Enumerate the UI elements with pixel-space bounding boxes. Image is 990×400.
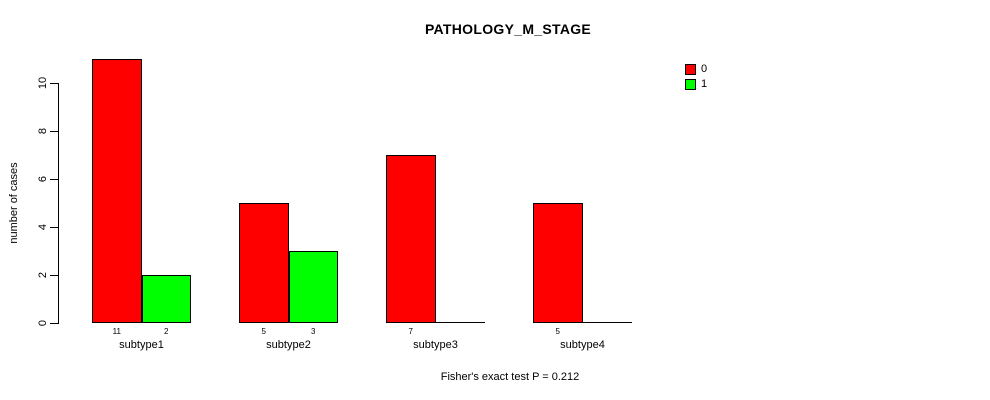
bar-count-label: 5 (555, 327, 560, 336)
legend-entry-0: 0 (685, 63, 707, 75)
y-tick (50, 227, 58, 228)
category-label-subtype3: subtype3 (413, 339, 458, 351)
bar-subtype2-series1 (288, 251, 338, 323)
y-axis-line (58, 83, 59, 324)
legend-label-0: 0 (701, 63, 708, 75)
stats-annotation: Fisher's exact test P = 0.212 (440, 371, 580, 383)
y-tick-label: 10 (37, 76, 49, 90)
legend: 0 1 (685, 63, 707, 93)
y-tick-label: 0 (37, 319, 49, 327)
legend-entry-1: 1 (685, 78, 707, 90)
bar-subtype1-series1 (141, 275, 191, 323)
category-label-subtype2: subtype2 (266, 339, 311, 351)
bar-count-label: 7 (408, 327, 413, 336)
zero-bar-line (582, 322, 632, 323)
y-tick-label: 6 (37, 175, 49, 183)
y-tick (50, 83, 58, 84)
bar-count-label: 11 (112, 327, 121, 336)
bar-count-label: 3 (311, 327, 316, 336)
category-label-subtype4: subtype4 (560, 339, 605, 351)
y-tick-label: 8 (37, 127, 49, 135)
zero-bar-line (435, 322, 485, 323)
chart-title: PATHOLOGY_M_STAGE (424, 21, 592, 37)
legend-label-1: 1 (701, 78, 708, 90)
bar-count-label: 5 (261, 327, 266, 336)
legend-swatch-green (685, 78, 696, 90)
category-label-subtype1: subtype1 (119, 339, 164, 351)
y-tick (50, 179, 58, 180)
legend-swatch-red (685, 63, 696, 75)
bar-subtype2-series0 (239, 203, 289, 323)
bar-count-label: 2 (164, 327, 169, 336)
y-axis-label: number of cases (8, 162, 20, 244)
bar-subtype3-series0 (386, 155, 436, 323)
bar-subtype1-series0 (92, 59, 142, 323)
bar-subtype4-series0 (533, 203, 583, 323)
y-tick (50, 275, 58, 276)
y-tick (50, 323, 58, 324)
y-tick-label: 2 (37, 271, 49, 279)
y-tick-label: 4 (37, 223, 49, 231)
y-tick (50, 131, 58, 132)
